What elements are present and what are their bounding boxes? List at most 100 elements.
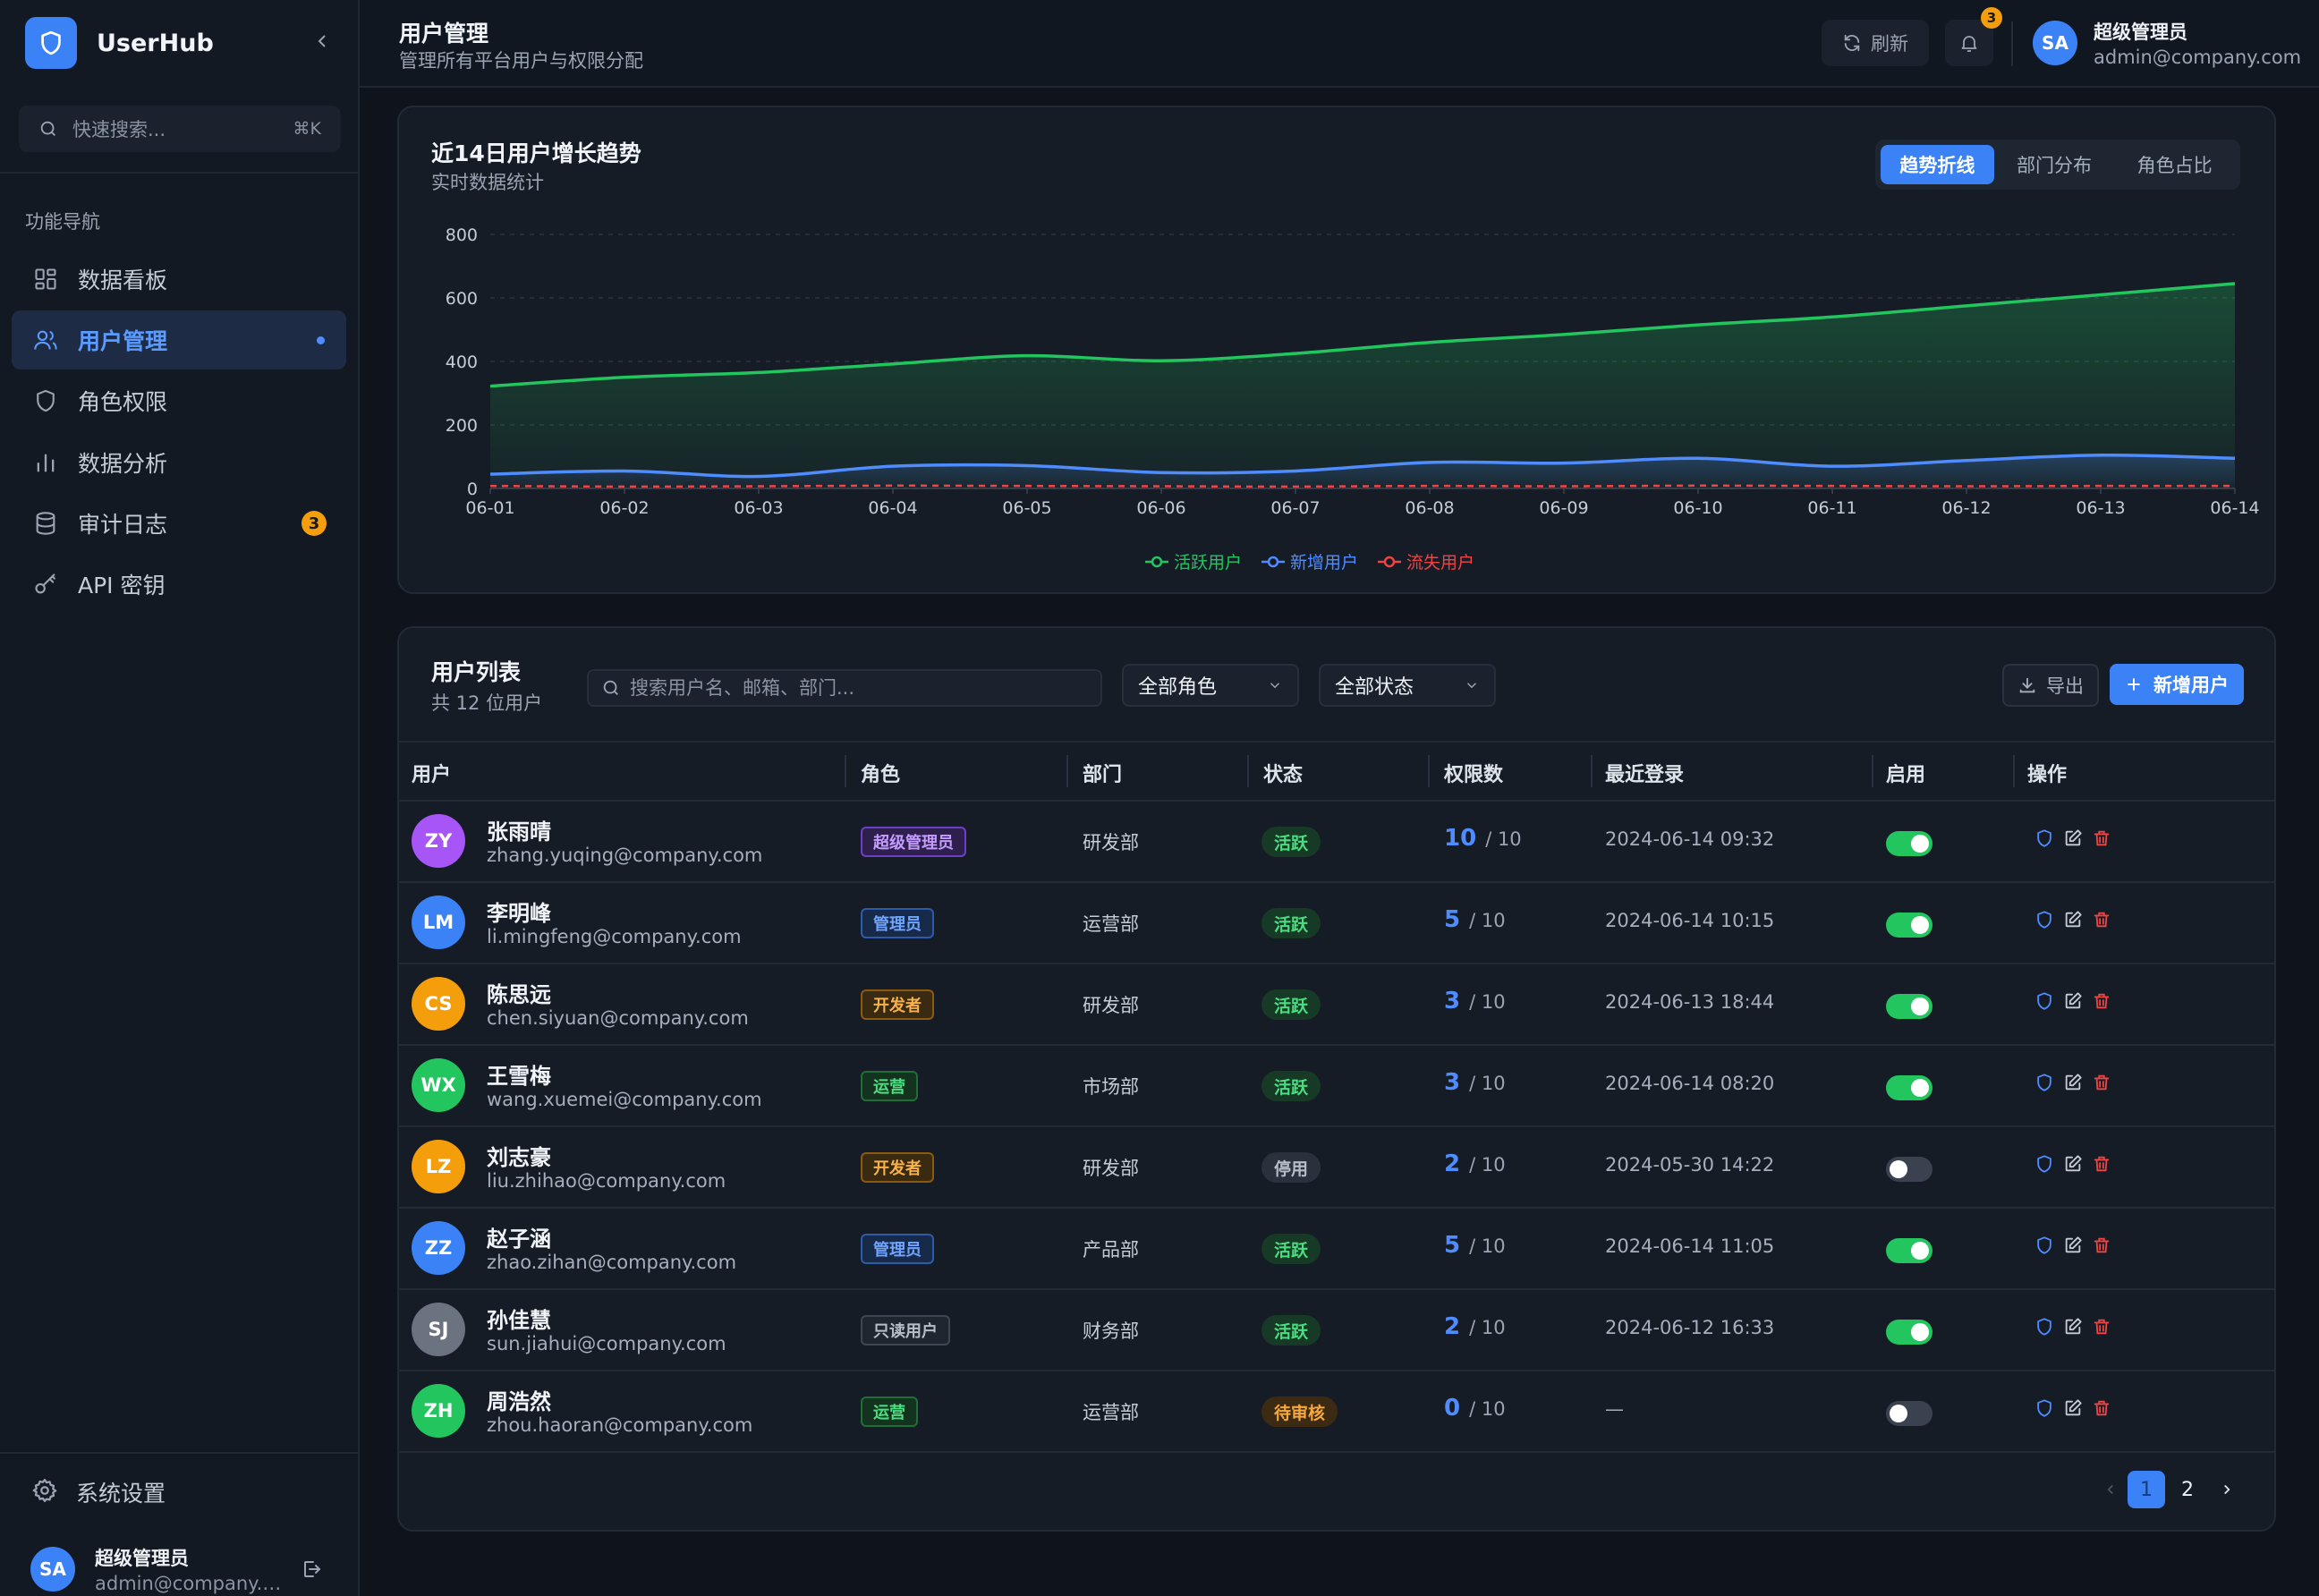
table-row[interactable]: WX 王雪梅 wang.xuemei@company.com 运营 市场部 活跃 3 / 10… (399, 1046, 2274, 1127)
refresh-button[interactable]: 刷新 (1822, 20, 1929, 66)
edit-action-button[interactable] (2061, 991, 2085, 1014)
enable-toggle[interactable] (1886, 1238, 1932, 1263)
user-name[interactable]: 张雨晴 (487, 819, 551, 845)
brand[interactable]: UserHub (25, 16, 214, 70)
pagination-next-button[interactable] (2215, 1471, 2238, 1508)
x-tick-label: 06-11 (1807, 498, 1856, 518)
edit-action-button[interactable] (2061, 910, 2085, 933)
edit-action-button[interactable] (2061, 1398, 2085, 1422)
sidebar-item-dashboard[interactable]: 数据看板 (12, 250, 346, 309)
permissions-action-button[interactable] (2033, 1154, 2056, 1177)
permissions-action-button[interactable] (2033, 1317, 2056, 1340)
database-icon (31, 509, 60, 538)
permissions-action-button[interactable] (2033, 1073, 2056, 1096)
x-tick-label: 06-04 (868, 498, 917, 518)
table-row[interactable]: LM 李明峰 li.mingfeng@company.com 管理员 运营部 活跃 5 / 1… (399, 883, 2274, 964)
column-header-user[interactable]: 用户 (412, 764, 452, 786)
logout-button[interactable] (301, 1558, 322, 1583)
edit-action-button[interactable] (2061, 828, 2085, 852)
delete-action-button[interactable] (2090, 1317, 2113, 1340)
enable-toggle[interactable] (1886, 913, 1932, 938)
delete-action-button[interactable] (2090, 991, 2113, 1014)
enable-toggle[interactable] (1886, 1401, 1932, 1426)
shield-icon (2034, 991, 2054, 1014)
y-tick-label: 0 (467, 480, 478, 499)
permission-total: / 10 (1485, 828, 1522, 850)
avatar: WX (412, 1058, 465, 1112)
sidebar-item-settings[interactable]: 系统设置 (31, 1476, 166, 1508)
tab-role-share[interactable]: 角色占比 (2136, 155, 2213, 176)
sidebar-item-label: 审计日志 (78, 512, 168, 538)
sidebar-item-roles[interactable]: 角色权限 (12, 371, 346, 430)
sidebar-search[interactable]: 快速搜索... ⌘K (19, 106, 341, 152)
sidebar-item-analytics[interactable]: 数据分析 (12, 433, 346, 492)
series-line-churned-users (489, 484, 2236, 488)
user-name[interactable]: 孙佳慧 (487, 1308, 551, 1333)
user-name[interactable]: 李明峰 (487, 901, 551, 926)
enable-toggle[interactable] (1886, 1320, 1932, 1345)
permissions-action-button[interactable] (2033, 991, 2056, 1014)
column-header-department[interactable]: 部门 (1083, 764, 1123, 786)
permission-granted: 0 (1444, 1395, 1461, 1422)
tab-department-distribution[interactable]: 部门分布 (2017, 155, 2093, 176)
edit-action-button[interactable] (2061, 1235, 2085, 1259)
column-header-status[interactable]: 状态 (1263, 764, 1304, 786)
sidebar-item-audit-log[interactable]: 审计日志 3 (12, 494, 346, 553)
enable-toggle[interactable] (1886, 994, 1932, 1019)
notifications-button[interactable] (1945, 20, 1993, 66)
user-email: sun.jiahui@company.com (487, 1333, 726, 1354)
user-name[interactable]: 王雪梅 (487, 1064, 551, 1089)
user-name[interactable]: 刘志豪 (487, 1145, 551, 1170)
pagination-page-1[interactable]: 1 (2128, 1471, 2165, 1508)
permissions-action-button[interactable] (2033, 828, 2056, 852)
column-header-last-login[interactable]: 最近登录 (1605, 764, 1685, 786)
column-header-role[interactable]: 角色 (861, 764, 901, 786)
tab-trend-line[interactable]: 趋势折线 (1881, 145, 1994, 184)
delete-action-button[interactable] (2090, 1073, 2113, 1096)
user-name[interactable]: 陈思远 (487, 982, 551, 1007)
user-name[interactable]: 赵子涵 (487, 1227, 551, 1252)
permission-granted: 3 (1444, 988, 1461, 1014)
delete-action-button[interactable] (2090, 1235, 2113, 1259)
table-row[interactable]: ZZ 赵子涵 zhao.zihan@company.com 管理员 产品部 活跃 5 / 10… (399, 1209, 2274, 1290)
export-button[interactable]: 导出 (2002, 664, 2099, 707)
permissions-action-button[interactable] (2033, 1235, 2056, 1259)
status-filter-select[interactable]: 全部状态 (1319, 664, 1496, 707)
last-login-time: 2024-06-13 18:44 (1605, 991, 1775, 1013)
pagination-page-2[interactable]: 2 (2181, 1478, 2194, 1501)
table-row[interactable]: CS 陈思远 chen.siyuan@company.com 开发者 研发部 活跃 3 / 1… (399, 964, 2274, 1046)
collapse-sidebar-button[interactable] (311, 30, 333, 52)
pagination-prev-button[interactable] (2099, 1471, 2122, 1508)
edit-action-button[interactable] (2061, 1073, 2085, 1096)
add-user-button[interactable]: 新增用户 (2110, 664, 2244, 705)
column-header-permissions[interactable]: 权限数 (1444, 764, 1504, 786)
table-row[interactable]: ZY 张雨晴 zhang.yuqing@company.com 超级管理员 研发部 活跃 1… (399, 802, 2274, 883)
delete-action-button[interactable] (2090, 1154, 2113, 1177)
user-search-input[interactable] (630, 677, 1088, 699)
column-header-enabled[interactable]: 启用 (1886, 764, 1926, 786)
delete-action-button[interactable] (2090, 910, 2113, 933)
delete-action-button[interactable] (2090, 828, 2113, 852)
last-login-time: — (1605, 1398, 1624, 1420)
table-row[interactable]: ZH 周浩然 zhou.haoran@company.com 运营 运营部 待审核 0 / 1… (399, 1371, 2274, 1453)
table-row[interactable]: LZ 刘志豪 liu.zhihao@company.com 开发者 研发部 停用 2 / 10… (399, 1127, 2274, 1209)
role-badge: 开发者 (861, 989, 934, 1020)
sidebar-item-api-keys[interactable]: API 密钥 (12, 555, 346, 614)
role-filter-select[interactable]: 全部角色 (1122, 664, 1299, 707)
user-name[interactable]: 周浩然 (487, 1389, 551, 1414)
edit-action-button[interactable] (2061, 1154, 2085, 1177)
delete-action-button[interactable] (2090, 1398, 2113, 1422)
table-row[interactable]: SJ 孙佳慧 sun.jiahui@company.com 只读用户 财务部 活跃 2 / 1… (399, 1290, 2274, 1371)
enable-toggle[interactable] (1886, 1075, 1932, 1100)
enable-toggle[interactable] (1886, 1157, 1932, 1182)
sidebar-item-users[interactable]: 用户管理 (12, 310, 346, 369)
avatar[interactable]: SA (30, 1547, 75, 1592)
edit-action-button[interactable] (2061, 1317, 2085, 1340)
permission-total: / 10 (1469, 1398, 1506, 1420)
header-user-menu[interactable]: SA 超级管理员 admin@company.com (2033, 18, 2301, 68)
enable-toggle[interactable] (1886, 831, 1932, 856)
user-email: li.mingfeng@company.com (487, 926, 742, 947)
shield-icon (31, 386, 60, 415)
permissions-action-button[interactable] (2033, 1398, 2056, 1422)
permissions-action-button[interactable] (2033, 910, 2056, 933)
